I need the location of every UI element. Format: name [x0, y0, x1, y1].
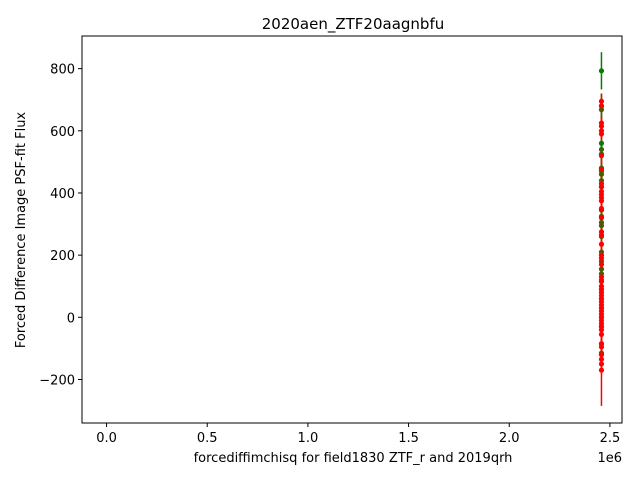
y-axis: −200 0 200 400 600 800: [39, 63, 82, 388]
x-axis: 0.0 0.5 1.0 1.5 2.0 2.5: [96, 423, 620, 446]
x-tick-label: 0.5: [197, 431, 218, 446]
y-tick-label: 600: [50, 125, 75, 140]
x-axis-label: forcediffimchisq for field1830 ZTF_r and…: [194, 451, 513, 466]
y-tick-label: 200: [50, 249, 75, 264]
data-point: [598, 215, 605, 221]
data-point: [598, 153, 605, 159]
data-marks: [598, 52, 605, 406]
x-tick-label: 0.0: [96, 431, 117, 446]
y-tick-label: −200: [39, 373, 75, 388]
series-1: [598, 93, 605, 406]
y-tick-label: 400: [50, 187, 75, 202]
plot-frame: [81, 35, 623, 424]
data-point: [598, 68, 605, 74]
chart-title: 2020aen_ZTF20aagnbfu: [262, 15, 444, 34]
data-point: [598, 167, 605, 173]
x-tick-label: 2.0: [499, 431, 520, 446]
data-point: [598, 131, 605, 137]
data-point: [598, 241, 605, 247]
data-point: [598, 198, 605, 204]
x-tick-label: 2.5: [600, 431, 621, 446]
y-tick-label: 800: [50, 63, 75, 78]
data-point: [598, 205, 605, 212]
data-point: [598, 232, 605, 238]
x-tick-label: 1.5: [398, 431, 419, 446]
data-point: [598, 103, 605, 109]
y-axis-label: Forced Difference Image PSF-fit Flux: [14, 112, 29, 349]
x-tick-label: 1.0: [298, 431, 319, 446]
x-offset-label: 1e6: [597, 451, 622, 466]
data-point: [598, 367, 605, 373]
y-tick-label: 0: [67, 311, 75, 326]
data-point: [598, 261, 605, 268]
